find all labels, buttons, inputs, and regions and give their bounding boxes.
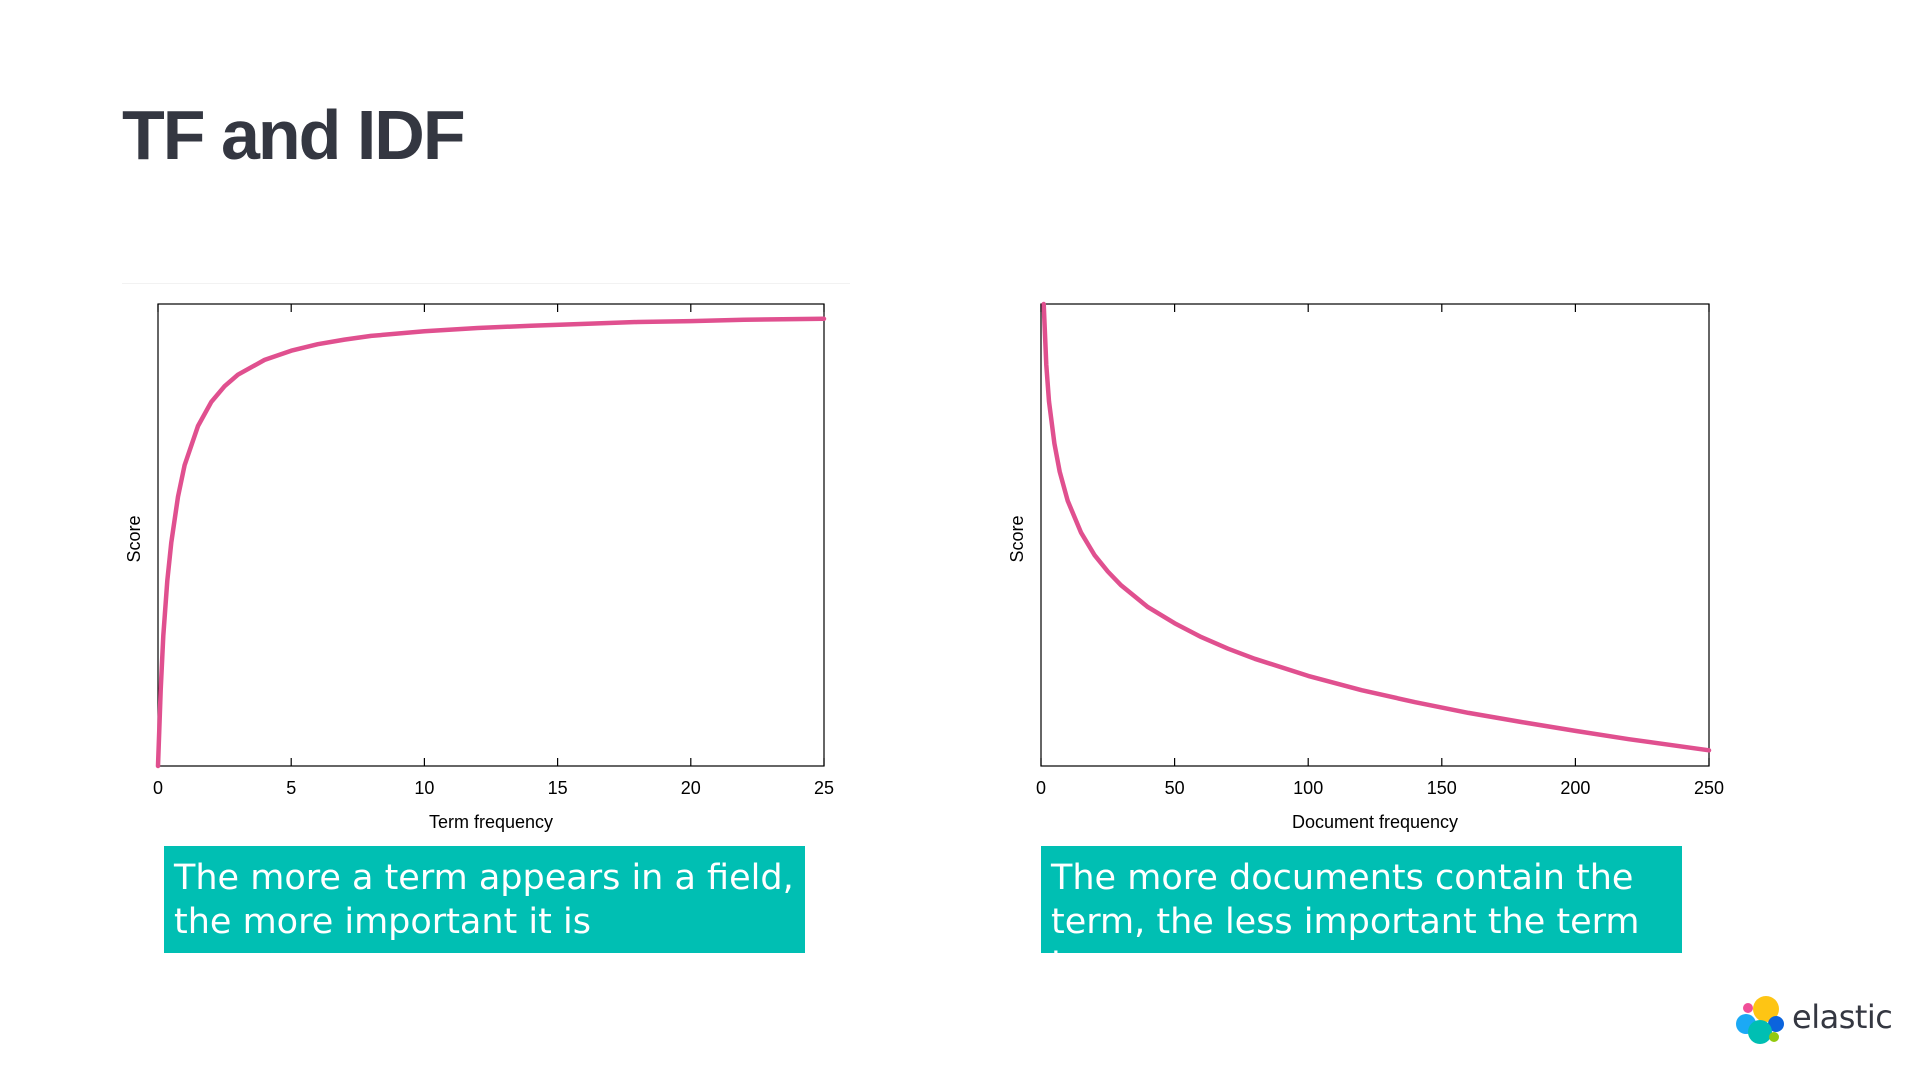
idf-caption-text: The more documents contain the term, the… — [1051, 858, 1640, 986]
elastic-logo-icon — [1736, 996, 1784, 1044]
page-title: TF and IDF — [122, 96, 466, 174]
logo-text: elastic — [1792, 998, 1893, 1036]
series-line — [1041, 301, 1712, 753]
tf-chart: 0 5 10 15 20 25 Term frequency Score — [124, 303, 834, 832]
x-tick-label: 15 — [548, 778, 568, 798]
idf-caption-box: The more documents contain the term, the… — [1041, 846, 1682, 986]
tf-caption-box: The more a term appears in a field, the … — [164, 846, 805, 953]
x-tick-label: 25 — [814, 778, 834, 798]
x-tick-label: 150 — [1427, 778, 1457, 798]
divider — [122, 283, 850, 284]
y-axis-label: Score — [124, 515, 144, 562]
tf-caption-text: The more a term appears in a field, the … — [174, 858, 794, 942]
x-tick-label: 50 — [1165, 778, 1185, 798]
x-tick-label: 100 — [1293, 778, 1323, 798]
x-axis-label: Term frequency — [429, 812, 553, 832]
idf-chart: 0 50 100 150 200 250 Document frequency Score — [1007, 301, 1724, 832]
plot-frame — [157, 303, 825, 767]
x-tick-label: 200 — [1560, 778, 1590, 798]
x-tick-label: 10 — [414, 778, 434, 798]
x-tick-label: 20 — [681, 778, 701, 798]
x-tick-label: 250 — [1694, 778, 1724, 798]
x-tick-label: 0 — [1036, 778, 1046, 798]
elastic-logo: elastic — [1734, 994, 1894, 1046]
y-axis-label: Score — [1007, 515, 1027, 562]
x-axis-label: Document frequency — [1292, 812, 1458, 832]
x-tick-label: 0 — [153, 778, 163, 798]
x-tick-label: 5 — [286, 778, 296, 798]
plot-frame — [1040, 303, 1710, 767]
series-line — [155, 316, 827, 769]
